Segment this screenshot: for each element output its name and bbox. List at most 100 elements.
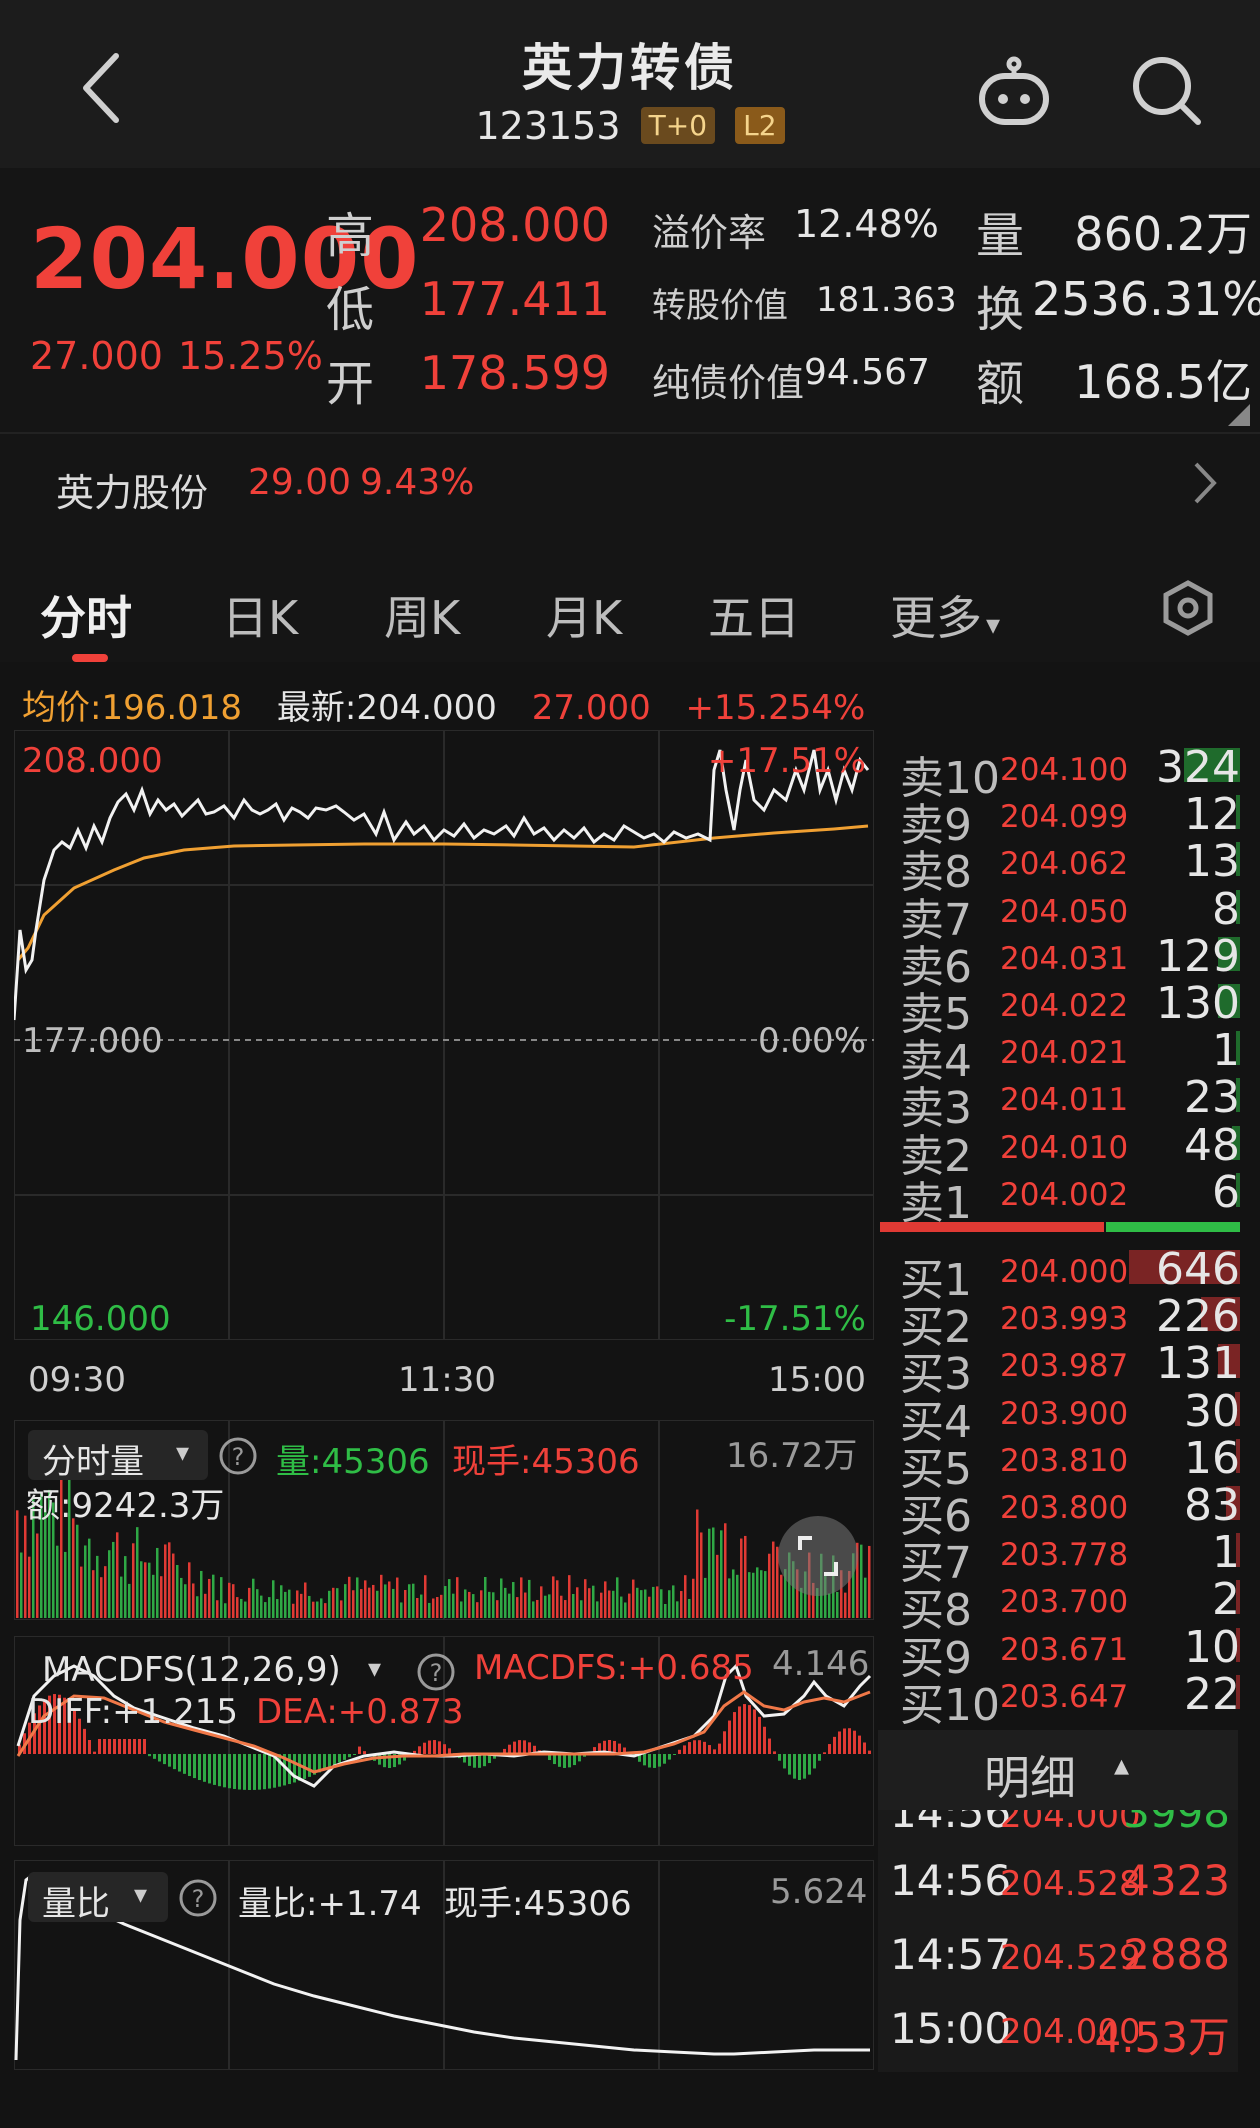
volume-bar	[188, 1562, 191, 1618]
high-label: 高	[326, 208, 375, 264]
ask-volume: 6	[1212, 1166, 1240, 1218]
macd-indicator-selector[interactable]: MACDFS(12,26,9) ▾	[28, 1646, 400, 1696]
macd-histogram-bar	[393, 1754, 396, 1768]
ask-row[interactable]: 卖7 204.050 8	[900, 884, 1240, 946]
bid-row[interactable]: 买4 203.900 30	[900, 1386, 1240, 1448]
macd-histogram-bar	[738, 1706, 741, 1754]
ask-row[interactable]: 卖6 204.031 129	[900, 931, 1240, 993]
volume-bar	[532, 1601, 535, 1618]
volume-bar	[760, 1570, 763, 1618]
volume-ratio-selector[interactable]: 量比 ▾	[28, 1872, 168, 1924]
ask-row[interactable]: 卖9 204.099 12	[900, 789, 1240, 851]
volume-bar	[208, 1578, 211, 1618]
volume-bar	[340, 1600, 343, 1618]
volume-bar	[60, 1459, 63, 1618]
macd-histogram-bar	[273, 1754, 276, 1788]
ask-row[interactable]: 卖8 204.062 13	[900, 836, 1240, 898]
ask-row[interactable]: 卖4 204.021 1	[900, 1025, 1240, 1087]
robot-assistant-icon[interactable]	[976, 56, 1052, 128]
macd-histogram-bar	[528, 1742, 531, 1754]
tab-more[interactable]: 更多 ▾	[890, 582, 1000, 648]
volume-bar	[440, 1594, 443, 1618]
bid-row[interactable]: 买8 203.700 2	[900, 1574, 1240, 1636]
volume-bar	[212, 1574, 215, 1618]
bid-row[interactable]: 买2 203.993 226	[900, 1291, 1240, 1353]
help-circle-icon[interactable]: ?	[218, 1436, 258, 1476]
tab-monthly-k[interactable]: 月K	[546, 591, 623, 645]
bid-row[interactable]: 买10 203.647 22	[900, 1669, 1240, 1731]
volume-bar	[136, 1527, 139, 1618]
bid-row[interactable]: 买7 203.778 1	[900, 1527, 1240, 1589]
volume-bar	[92, 1570, 95, 1618]
volume-bar	[148, 1562, 151, 1618]
volume-bar	[436, 1597, 439, 1618]
bid-volume-bar	[1234, 1391, 1240, 1426]
macd-histogram-bar	[803, 1754, 806, 1779]
volume-bar	[680, 1591, 683, 1618]
volume-bar	[220, 1577, 223, 1618]
volume-bar	[28, 1556, 31, 1618]
bid-row[interactable]: 买1 204.000 646	[900, 1244, 1240, 1306]
tab-five-day[interactable]: 五日	[708, 591, 800, 645]
bid-row[interactable]: 买6 203.800 83	[900, 1480, 1240, 1542]
ask-row[interactable]: 卖1 204.002 6	[900, 1167, 1240, 1229]
premium-label: 溢价率	[652, 211, 767, 255]
macd-histogram-bar	[818, 1754, 821, 1761]
ratio-current-hand: 现手:45306	[444, 1884, 632, 1924]
help-circle-icon[interactable]: ?	[178, 1878, 218, 1918]
volume-bar	[800, 1587, 803, 1618]
trade-time: 14:57	[890, 1930, 1012, 1979]
volume-indicator-selector[interactable]: 分时量 ▾	[28, 1430, 208, 1482]
macd-histogram-bar	[753, 1709, 756, 1754]
volume-bar	[380, 1574, 383, 1618]
trade-detail-header[interactable]: 明细 ▴	[878, 1730, 1238, 1810]
volume-bar	[100, 1577, 103, 1618]
macd-histogram-bar	[108, 1739, 111, 1754]
tab-daily-k[interactable]: 日K	[222, 591, 299, 645]
ask-row[interactable]: 卖2 204.010 48	[900, 1120, 1240, 1182]
volume-bar	[20, 1552, 23, 1618]
volume-bar	[732, 1569, 735, 1618]
active-tab-indicator	[72, 654, 108, 662]
ask-row[interactable]: 卖10 204.100 324	[900, 742, 1240, 804]
bid-row[interactable]: 买3 203.987 131	[900, 1338, 1240, 1400]
fullscreen-button[interactable]	[778, 1516, 858, 1596]
pct-axis-bottom-label: -17.51%	[724, 1299, 866, 1339]
ask-row[interactable]: 卖3 204.011 23	[900, 1072, 1240, 1134]
settings-hexagon-icon[interactable]	[1160, 580, 1216, 636]
bid-row[interactable]: 买9 203.671 10	[900, 1622, 1240, 1684]
bid-volume: 226	[1156, 1291, 1240, 1343]
volume-bar	[500, 1578, 503, 1618]
macd-histogram-bar	[378, 1754, 381, 1765]
help-circle-icon[interactable]: ?	[416, 1652, 456, 1692]
back-arrow-icon[interactable]	[76, 48, 136, 128]
chevron-right-icon[interactable]	[1190, 458, 1220, 508]
macd-histogram-bar	[733, 1712, 736, 1754]
trade-price: 204.000	[1000, 1810, 1141, 1836]
macd-histogram-bar	[438, 1741, 441, 1754]
bid-price: 203.900	[1000, 1395, 1129, 1432]
macd-histogram-bar	[53, 1694, 56, 1754]
bid-level-label: 买2	[900, 1302, 972, 1354]
pct-axis-top-label: +17.51%	[708, 741, 866, 781]
trade-detail-list[interactable]: 14:56 204.000 3998 14:56 204.528 4323 14:57 204…	[878, 1810, 1238, 2072]
intraday-price-chart[interactable]: 208.000 177.000 146.000 +17.51% 0.00% -1…	[14, 730, 874, 1340]
volume-bar	[836, 1591, 839, 1618]
macd-histogram-bar	[663, 1754, 666, 1764]
volume-bar	[856, 1542, 859, 1618]
bid-row[interactable]: 买5 203.810 16	[900, 1433, 1240, 1495]
volume-value-label: 量:45306	[276, 1442, 430, 1482]
macd-histogram-bar	[608, 1740, 611, 1754]
macd-histogram-bar	[288, 1754, 291, 1785]
tab-intraday[interactable]: 分时	[40, 591, 132, 645]
volume-bar	[492, 1592, 495, 1618]
search-icon[interactable]	[1128, 52, 1204, 128]
macd-histogram-bar	[48, 1695, 51, 1754]
high-value: 208.000	[419, 198, 610, 252]
ask-volume-bar	[1236, 842, 1240, 877]
macd-histogram-bar	[658, 1754, 661, 1767]
volume-bar	[32, 1499, 35, 1618]
tab-weekly-k[interactable]: 周K	[384, 591, 461, 645]
ask-row[interactable]: 卖5 204.022 130	[900, 978, 1240, 1040]
trade-detail-row: 14:57 204.529 2888	[878, 1926, 1238, 1986]
